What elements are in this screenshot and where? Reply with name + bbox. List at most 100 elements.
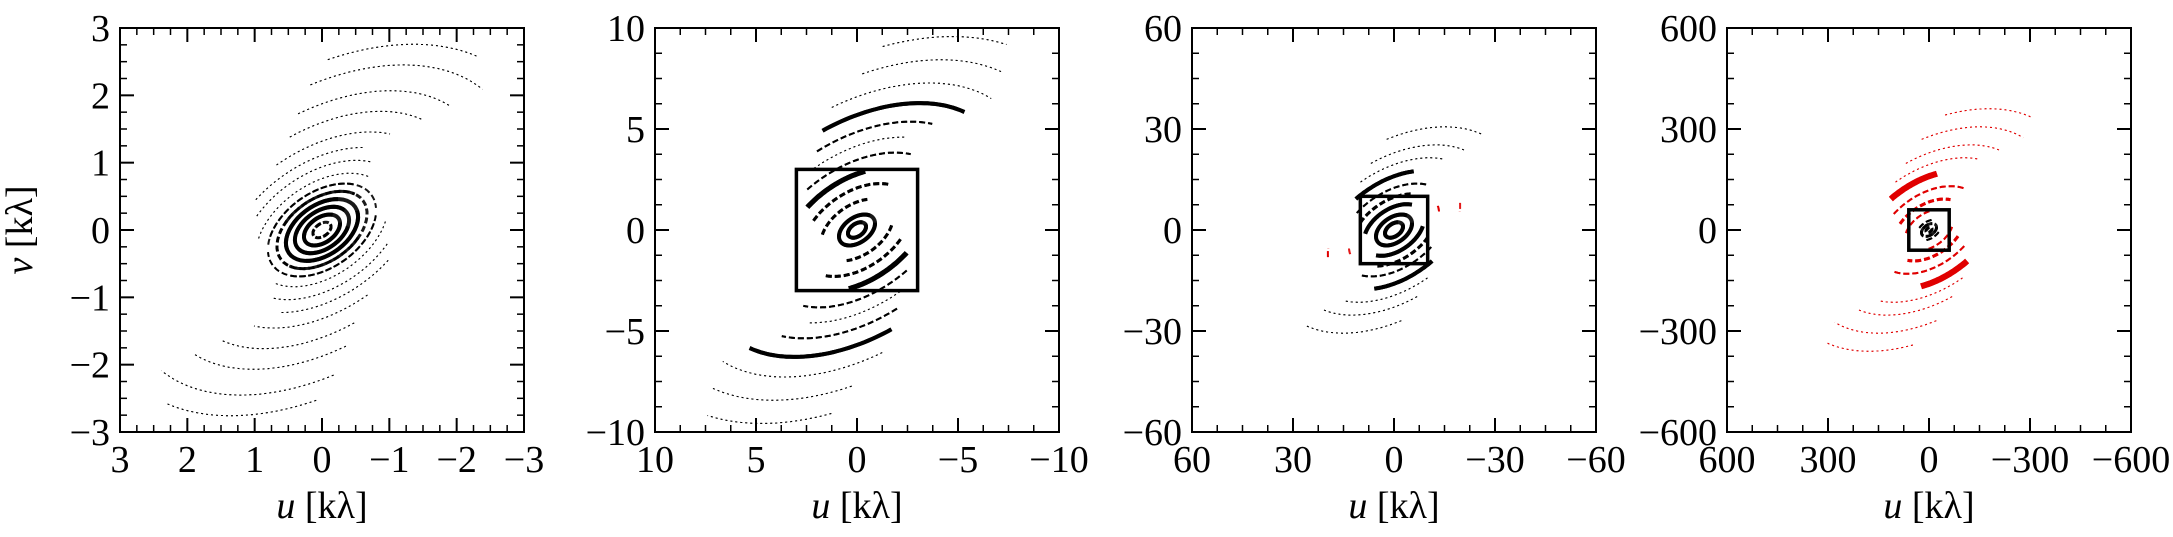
panel-1: 3 2 1 0 −1 −2 −3 −3 −2 −1 0 1 2 3 u [kλ] v [kλ]	[0, 8, 544, 527]
uv-track-conjugate-1-4	[283, 197, 361, 263]
uv-track-1-20	[161, 370, 334, 396]
x-tick-label: −1	[369, 439, 409, 481]
uv-track-1-6	[812, 182, 890, 222]
uv-track-conjugate-1-6	[1375, 236, 1430, 268]
x-tick-label: −600	[2092, 439, 2170, 481]
uv-track-1-12	[813, 136, 906, 169]
x-tick-label: 0	[1920, 439, 1939, 481]
y-tick-label: 5	[626, 109, 645, 151]
uv-track-1-18	[194, 345, 347, 370]
x-axis-label: u [kλ]	[811, 485, 902, 527]
uv-track-conjugate-1-16	[748, 327, 893, 359]
uv-track-1-21	[310, 64, 483, 90]
uv-track-2-1	[1436, 205, 1440, 212]
y-tick-label: −600	[1639, 412, 1717, 454]
uv-track-conjugate-1-4	[1923, 231, 1940, 242]
uv-track-1-14	[816, 120, 933, 153]
uv-tracks-panel-3	[1306, 126, 1482, 334]
plot-frame	[119, 27, 525, 433]
uv-track-1-16	[821, 101, 966, 133]
y-tick-label: 30	[1144, 109, 1182, 151]
uv-track-conjugate-1-8	[1361, 246, 1432, 278]
uv-track-2-6	[1893, 185, 1967, 215]
uv-track-conjugate-1-21	[882, 36, 1007, 47]
uv-track-conjugate-1-8	[848, 251, 909, 292]
uv-track-1-4	[820, 197, 868, 236]
uv-track-1-15	[276, 131, 391, 166]
x-tick-label: 0	[1385, 439, 1404, 481]
y-tick-label: 0	[626, 210, 645, 252]
uv-track-conjugate-1-20	[712, 385, 852, 401]
uv-track-conjugate-2-14	[1834, 320, 1937, 334]
y-tick-label: −1	[70, 277, 110, 319]
uv-track-conjugate-1-18	[297, 90, 450, 115]
uv-track-conjugate-1-20	[310, 64, 483, 90]
uv-track-1-19	[297, 90, 450, 115]
x-tick-label: 5	[747, 439, 766, 481]
uv-track-1-7	[269, 182, 355, 238]
uv-track-conjugate-1-22	[707, 413, 832, 424]
uv-track-conjugate-2-13	[1921, 126, 2024, 140]
uv-track-1-21	[707, 413, 832, 424]
x-axis-label: u [kλ]	[276, 485, 367, 527]
uv-track-1-15	[1306, 320, 1402, 334]
uv-track-conjugate-1-21	[161, 370, 334, 396]
x-tick-label: 10	[636, 439, 674, 481]
uv-track-conjugate-1-10	[1374, 259, 1434, 291]
uv-track-2-12	[1905, 144, 2002, 164]
y-tick-label: −60	[1123, 412, 1182, 454]
uv-track-1-8	[1356, 182, 1427, 214]
y-tick-label: 3	[91, 8, 110, 50]
uv-track-1-2	[1373, 212, 1414, 248]
x-tick-label: −60	[1566, 439, 1625, 481]
x-tick-label: 2	[178, 439, 197, 481]
uv-track-1-2	[836, 212, 877, 248]
x-tick-label: 300	[1800, 439, 1857, 481]
y-tick-label: 60	[1144, 8, 1182, 50]
uv-track-1-23	[327, 43, 480, 61]
y-tick-label: 600	[1660, 8, 1717, 50]
uv-track-conjugate-1-13	[279, 259, 389, 313]
uv-track-1-13	[1321, 296, 1418, 316]
uv-track-conjugate-1-12	[808, 291, 901, 324]
y-tick-label: 2	[91, 75, 110, 117]
x-tick-label: −300	[1991, 439, 2069, 481]
uv-track-conjugate-1-1	[846, 220, 868, 240]
uv-track-1-22	[164, 399, 317, 417]
panel-4: 600 300 0 −300 −600 −600 −300 0 300 600 u [kλ]	[1639, 8, 2171, 527]
uv-track-conjugate-1-1	[1382, 220, 1405, 240]
y-tick-label: −30	[1123, 311, 1182, 353]
uv-track-conjugate-1-17	[221, 322, 355, 350]
uv-track-1-17	[289, 110, 423, 138]
uv-track-conjugate-2-15	[1944, 108, 2032, 118]
uv-track-conjugate-1-12	[1343, 277, 1428, 303]
y-axis-label: v [kλ]	[0, 185, 41, 274]
x-tick-label: 1	[245, 439, 264, 481]
uv-track-2-8	[1888, 170, 1938, 202]
uv-track-conjugate-1-13	[1370, 144, 1467, 164]
uv-tracks-panel-2	[707, 36, 1007, 424]
x-axis-label: u [kλ]	[1883, 485, 1974, 527]
uv-track-1-14	[1370, 144, 1467, 164]
uv-track-1-14	[253, 294, 368, 329]
uv-track-conjugate-1-14	[1321, 296, 1418, 316]
x-axis-label: u [kλ]	[1348, 485, 1439, 527]
x-tick-label: 0	[848, 439, 867, 481]
uv-track-conjugate-2-11	[1905, 144, 2002, 164]
uv-track-conjugate-1-10	[803, 269, 908, 309]
plot-frame	[654, 27, 1060, 433]
y-tick-label: −5	[605, 311, 645, 353]
x-tick-label: 60	[1173, 439, 1211, 481]
x-tick-label: −2	[436, 439, 476, 481]
y-tick-label: −300	[1639, 311, 1717, 353]
uv-track-conjugate-2-1	[1348, 248, 1352, 255]
uv-track-conjugate-1-19	[862, 59, 1002, 75]
uv-track-conjugate-2-6	[1891, 245, 1965, 275]
uv-track-1-9	[258, 172, 371, 239]
panel-2: 10 5 0 −5 −10 −10 −5 0 5 10 u [kλ]	[586, 8, 1089, 527]
uv-track-conjugate-1-2	[302, 212, 342, 248]
x-tick-label: −10	[1029, 439, 1088, 481]
uv-track-conjugate-1-14	[276, 131, 391, 166]
uv-track-1-10	[806, 151, 911, 191]
x-tick-label: 600	[1699, 439, 1756, 481]
